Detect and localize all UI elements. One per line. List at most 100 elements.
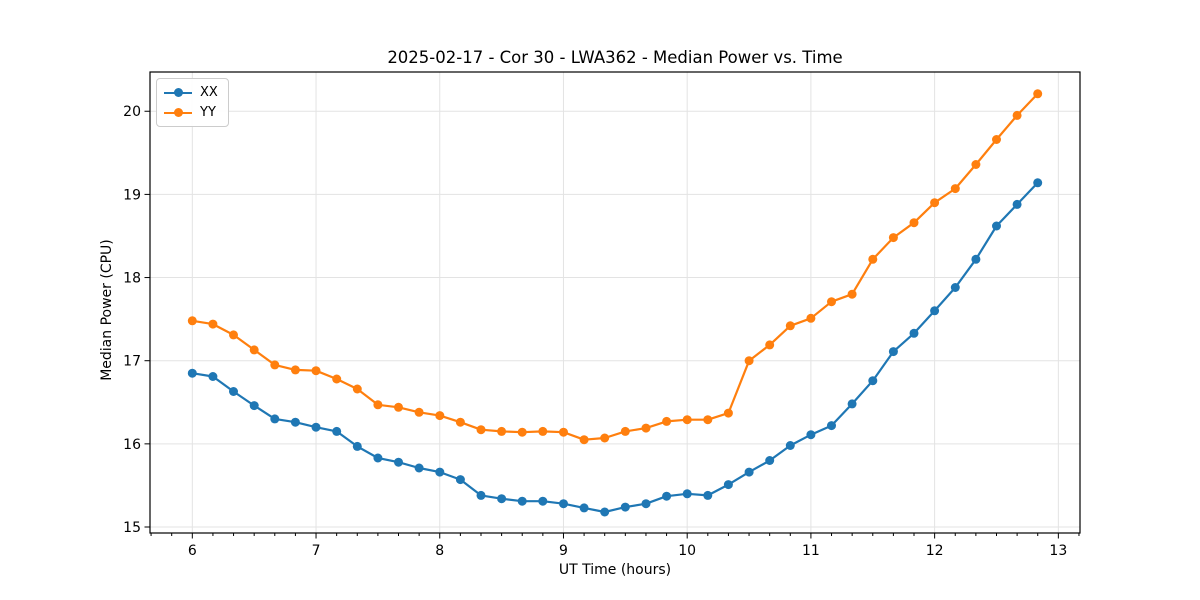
data-point-xx bbox=[868, 376, 878, 386]
legend-label-xx: XX bbox=[200, 85, 218, 100]
data-point-xx bbox=[208, 372, 218, 381]
y-tick-label: 15 bbox=[123, 520, 141, 536]
x-tick-label: 12 bbox=[926, 543, 944, 559]
data-point-yy bbox=[682, 415, 692, 425]
series-yy bbox=[187, 89, 1043, 445]
data-point-yy bbox=[435, 411, 445, 421]
data-point-xx bbox=[476, 490, 486, 500]
data-point-xx bbox=[950, 283, 960, 292]
y-tick-label: 17 bbox=[123, 354, 141, 370]
data-point-xx bbox=[909, 328, 919, 338]
data-point-xx bbox=[187, 368, 197, 378]
y-axis-label: Median Power (CPU) bbox=[99, 239, 115, 381]
data-point-xx bbox=[455, 475, 465, 485]
data-point-yy bbox=[703, 415, 713, 425]
data-point-yy bbox=[909, 218, 919, 228]
x-tick-label: 7 bbox=[312, 543, 321, 559]
data-point-xx bbox=[641, 499, 651, 509]
data-point-yy bbox=[476, 425, 486, 435]
data-point-xx bbox=[1033, 178, 1043, 188]
data-point-xx bbox=[559, 499, 568, 509]
data-point-yy bbox=[992, 135, 1001, 144]
data-point-xx bbox=[930, 306, 940, 316]
data-point-xx bbox=[971, 254, 981, 264]
x-tick-label: 8 bbox=[435, 543, 444, 559]
data-point-xx bbox=[332, 426, 342, 436]
data-point-xx bbox=[497, 494, 507, 504]
legend-line-marker-icon bbox=[164, 88, 192, 98]
data-point-xx bbox=[827, 421, 836, 431]
plot-frame bbox=[149, 71, 1081, 534]
data-point-xx bbox=[229, 387, 238, 396]
data-point-xx bbox=[992, 221, 1001, 231]
y-tick-label: 16 bbox=[123, 437, 141, 453]
data-point-xx bbox=[249, 401, 259, 411]
data-point-yy bbox=[332, 374, 342, 384]
legend-dot bbox=[173, 88, 183, 97]
data-point-yy bbox=[620, 426, 630, 436]
data-point-xx bbox=[662, 491, 672, 501]
data-point-yy bbox=[290, 365, 300, 375]
data-point-yy bbox=[270, 360, 280, 370]
data-point-yy bbox=[249, 345, 259, 355]
data-point-yy bbox=[208, 319, 218, 329]
data-point-yy bbox=[950, 184, 960, 194]
legend-dot bbox=[173, 108, 183, 117]
data-point-yy bbox=[744, 356, 754, 366]
data-point-yy bbox=[559, 427, 568, 437]
data-point-xx bbox=[373, 453, 383, 463]
data-point-yy bbox=[971, 160, 981, 169]
data-point-xx bbox=[311, 422, 321, 432]
data-point-yy bbox=[765, 340, 775, 350]
data-point-xx bbox=[765, 456, 775, 465]
data-point-xx bbox=[600, 507, 610, 517]
legend-line-marker-icon bbox=[164, 108, 192, 118]
data-point-yy bbox=[1033, 89, 1043, 99]
data-point-yy bbox=[1012, 110, 1022, 120]
y-tick-label: 18 bbox=[123, 271, 141, 287]
axis-ticks: 6 7 8 9 10 11 12 13 15 16 17 18 19 20 bbox=[123, 104, 1080, 559]
data-point-yy bbox=[600, 433, 610, 443]
grid-lines bbox=[150, 72, 1080, 533]
data-point-xx bbox=[290, 417, 300, 427]
data-point-yy bbox=[414, 407, 424, 417]
legend-item-xx: XX bbox=[164, 84, 218, 101]
data-point-yy bbox=[187, 316, 197, 326]
data-point-xx bbox=[888, 347, 898, 357]
data-point-xx bbox=[847, 399, 857, 409]
data-point-yy bbox=[455, 417, 465, 427]
data-point-xx bbox=[682, 489, 692, 499]
series-line-xx bbox=[192, 182, 1039, 514]
data-point-xx bbox=[538, 496, 548, 506]
data-point-yy bbox=[538, 426, 548, 436]
y-tick-label: 19 bbox=[123, 187, 141, 203]
x-tick-label: 6 bbox=[188, 543, 197, 559]
data-point-yy bbox=[394, 402, 403, 412]
chart-title: 2025-02-17 - Cor 30 - LWA362 - Median Po… bbox=[387, 48, 843, 67]
data-point-yy bbox=[868, 254, 878, 264]
data-point-yy bbox=[641, 423, 651, 433]
data-point-yy bbox=[785, 321, 795, 331]
data-point-yy bbox=[579, 435, 589, 445]
data-point-yy bbox=[517, 427, 527, 437]
data-point-xx bbox=[270, 414, 280, 424]
data-point-yy bbox=[930, 198, 940, 208]
series-line-yy bbox=[192, 93, 1039, 441]
data-point-xx bbox=[352, 441, 362, 451]
data-point-xx bbox=[744, 467, 754, 477]
data-point-yy bbox=[723, 408, 733, 418]
data-point-yy bbox=[373, 400, 383, 410]
legend: XX YY bbox=[156, 78, 229, 127]
data-point-xx bbox=[785, 441, 795, 450]
data-point-yy bbox=[311, 366, 321, 376]
data-point-yy bbox=[352, 384, 362, 394]
data-point-xx bbox=[620, 502, 630, 512]
x-axis-label: UT Time (hours) bbox=[558, 562, 672, 578]
y-tick-label: 20 bbox=[123, 104, 141, 120]
data-point-yy bbox=[888, 233, 898, 243]
data-point-yy bbox=[497, 426, 507, 436]
data-point-yy bbox=[847, 289, 857, 299]
data-point-yy bbox=[806, 313, 816, 323]
